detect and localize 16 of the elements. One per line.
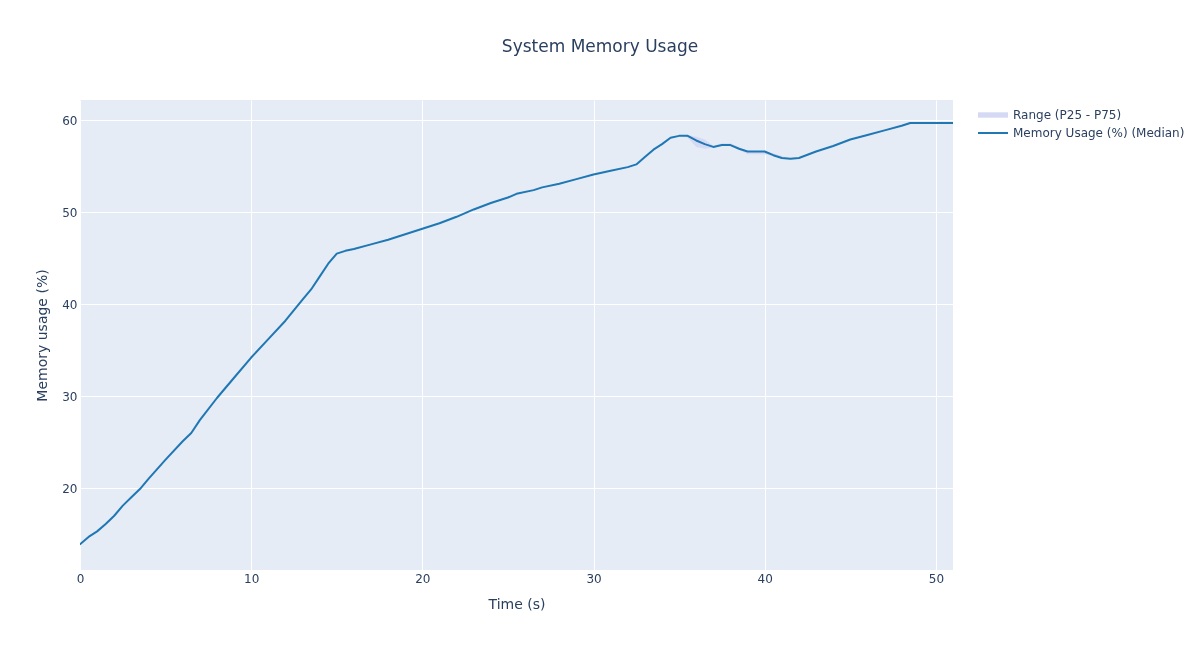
chart-title: System Memory Usage xyxy=(501,36,699,56)
y-tick-label: 60 xyxy=(62,113,78,128)
legend-label: Memory Usage (%) (Median) xyxy=(1013,126,1185,140)
y-tick-label: 20 xyxy=(62,481,78,496)
x-tick-label: 50 xyxy=(928,571,945,586)
x-tick-label: 10 xyxy=(244,571,260,586)
x-tick-label: 30 xyxy=(586,571,602,586)
x-axis-title: Time (s) xyxy=(487,595,546,612)
legend-label: Range (P25 - P75) xyxy=(1013,108,1122,122)
x-tick-label: 20 xyxy=(415,571,431,586)
y-axis-title: Memory usage (%) xyxy=(34,269,51,402)
y-tick-label: 30 xyxy=(62,389,78,404)
x-tick-label: 0 xyxy=(76,571,85,586)
y-tick-label: 40 xyxy=(62,297,78,312)
y-tick-label: 50 xyxy=(62,205,78,220)
x-tick-label: 40 xyxy=(757,571,773,586)
